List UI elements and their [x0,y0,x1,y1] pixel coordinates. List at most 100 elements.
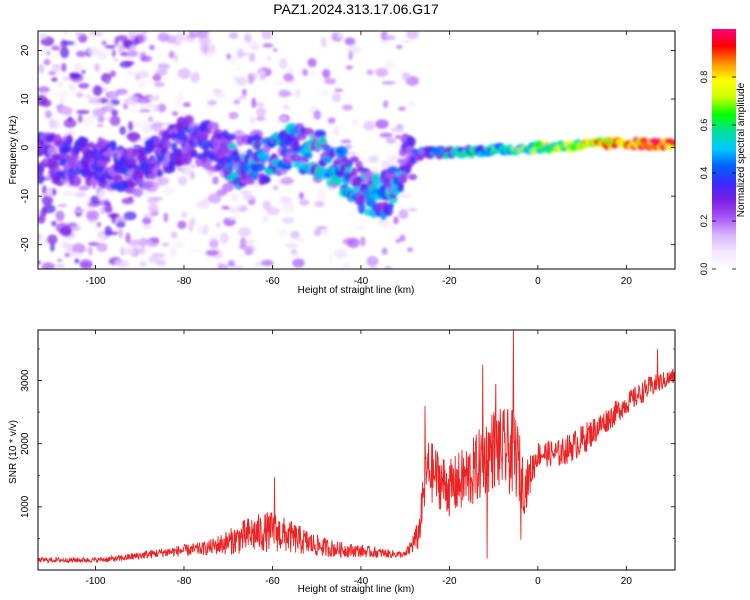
x-tick-label: -20 [442,576,457,587]
noise-blob [98,189,105,201]
noise-blob [38,232,42,242]
noise-blob [51,220,57,227]
noise-blob [104,44,116,49]
noise-blob [383,100,389,109]
noise-blob [390,225,396,230]
noise-blob [41,99,52,108]
noise-blob [320,37,327,48]
noise-blob [38,215,46,224]
noise-blob [278,89,291,98]
noise-blob [70,225,82,232]
noise-blob [86,209,100,221]
noise-blob [383,34,396,39]
x-tick-label: 0 [535,576,541,587]
noise-blob [163,212,169,223]
x-tick-label: -40 [354,576,369,587]
noise-blob [317,195,327,200]
ridge-blob [294,133,307,141]
noise-blob [101,40,107,46]
noise-blob [75,50,87,58]
noise-blob [153,105,160,112]
noise-blob [227,216,239,221]
noise-blob [348,50,353,61]
noise-blob [154,94,160,102]
noise-blob [115,88,128,95]
noise-blob [202,197,209,202]
noise-blob [384,265,392,269]
noise-blob [279,196,293,203]
noise-blob [73,251,83,257]
colorbar-gradient [712,29,736,269]
noise-blob [292,258,305,268]
ridge-blob [183,115,194,126]
noise-blob [242,88,247,97]
noise-blob [294,87,301,99]
y-tick-label: -20 [20,237,31,252]
noise-blob [280,116,288,122]
ridge-blob [113,174,124,183]
noise-blob [141,126,153,134]
noise-blob [44,110,53,119]
noise-blob [119,126,126,135]
noise-blob [291,252,301,259]
x-tick-label: 0 [535,276,541,287]
noise-blob [120,52,129,57]
noise-blob [195,31,210,39]
noise-blob [109,70,116,78]
noise-blob [275,81,284,86]
noise-blob [162,186,176,196]
noise-blob [51,64,62,73]
noise-blob [363,120,376,131]
noise-blob [52,188,57,196]
colorbar-ticks: 0.0 0.2 0.4 0.6 0.8 [699,71,736,275]
ridge-blob [250,168,259,181]
noise-blob [123,211,137,221]
noise-blob [77,114,83,124]
spectrogram-x-label: Height of straight line (km) [298,285,415,296]
snr-y-ticks: 1000 2000 3000 [20,348,675,539]
noise-blob [157,32,170,42]
ridge-blob [336,146,348,157]
noise-blob [344,37,356,46]
noise-blob [49,118,55,129]
noise-blob [393,216,399,225]
noise-blob [96,221,102,228]
noise-blob [290,230,300,240]
noise-blob [150,196,163,201]
noise-blob [337,31,343,39]
noise-blob [76,91,84,98]
noise-blob [381,81,396,85]
noise-blob [254,102,266,108]
noise-blob [327,117,336,124]
ridge-blob [397,181,404,191]
ridge-blob [128,157,138,165]
ridge-blob [207,121,220,131]
noise-blob [56,258,63,263]
noise-blob [190,72,200,83]
noise-blob [138,81,149,86]
noise-blob [96,242,108,253]
noise-blob [316,188,327,197]
noise-blob [116,221,126,228]
noise-blob [248,52,256,63]
noise-blob [242,245,252,251]
noise-blob [181,211,188,218]
noise-blob [85,94,91,98]
noise-blob [394,134,402,140]
noise-blob [128,120,134,131]
noise-blob [72,243,86,254]
noise-blob [129,107,137,113]
noise-blob [87,241,100,247]
snr-x-label: Height of straight line (km) [298,584,415,595]
noise-blob [68,130,76,136]
noise-blob [126,131,141,141]
noise-blob [287,67,294,75]
noise-blob [280,177,294,185]
noise-blob [175,98,181,107]
ridge-blob [61,145,73,153]
ridge-blob [224,133,237,141]
ridge-blob [205,160,212,171]
noise-blob [316,226,327,230]
colorbar-label: Normalized spectral amplitude [736,82,747,217]
